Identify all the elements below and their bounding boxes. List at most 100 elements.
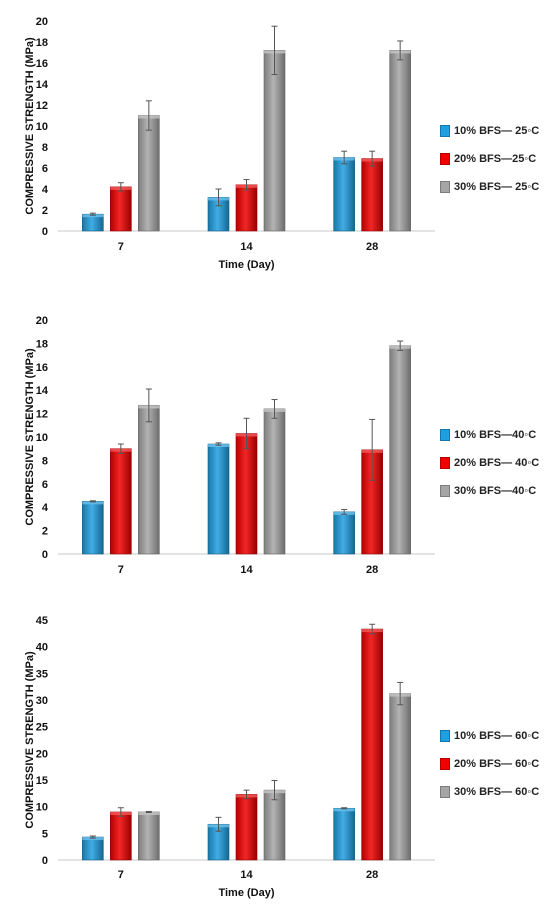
y-tick-label: 30: [36, 695, 48, 707]
y-tick-label: 10: [36, 121, 48, 133]
bar-chart-40c: 0 2 4 6 8 10 12 14 16 18 20 COMPRESSIVE STRENGTH (M…: [24, 315, 435, 576]
bar: [389, 693, 411, 861]
y-tick-label: 20: [36, 16, 48, 28]
legend-label: 20% BFS—25◦C: [454, 153, 537, 165]
legend-swatch-20pct: [440, 758, 450, 770]
bar: [263, 789, 286, 861]
y-tick-label: 10: [36, 432, 48, 444]
y-tick-label: 2: [42, 526, 48, 538]
bar: [138, 405, 160, 555]
legend-swatch-20pct: [440, 457, 450, 469]
y-tick-label: 4: [42, 184, 49, 196]
y-tick-label: 45: [36, 615, 48, 627]
bar: [82, 501, 104, 555]
bar: [389, 345, 411, 555]
legend-label: 30% BFS—40◦C: [454, 485, 537, 497]
legend-swatch-30pct: [440, 485, 450, 497]
y-axis-title: COMPRESSIVE STRENGTH (MPa): [24, 651, 36, 829]
y-tick-label: 15: [36, 775, 48, 787]
legend-item: 20% BFS— 60◦C: [440, 757, 539, 771]
y-tick-label: 10: [36, 802, 48, 814]
y-tick-label: 0: [42, 855, 48, 867]
x-tick-label: 14: [240, 869, 253, 881]
y-tick-label: 12: [36, 100, 48, 112]
x-tick-label: 14: [240, 241, 253, 253]
x-tick-label: 28: [366, 564, 378, 576]
legend-swatch-30pct: [440, 786, 450, 798]
y-tick-label: 16: [36, 58, 48, 70]
legend-40c: 10% BFS—40◦C 20% BFS— 40◦C 30% BFS—40◦C: [440, 428, 539, 512]
bar: [235, 184, 258, 232]
bar: [333, 807, 355, 861]
bar: [333, 511, 355, 555]
legend-swatch-30pct: [440, 181, 450, 193]
y-axis-title: COMPRESSIVE STRENGTH (MPa): [24, 348, 36, 526]
legend-item: 30% BFS—40◦C: [440, 484, 539, 498]
y-axis-title: COMPRESSIVE STRENGTH (MPa): [24, 37, 36, 215]
bar: [235, 433, 258, 555]
y-tick-label: 14: [36, 79, 49, 91]
legend-swatch-10pct: [440, 730, 450, 742]
bar: [263, 50, 286, 232]
x-tick-label: 14: [240, 564, 253, 576]
bar: [110, 186, 132, 232]
x-axis-title: Time (Day): [218, 887, 274, 899]
bar: [82, 836, 104, 861]
legend-item: 30% BFS— 25◦C: [440, 180, 539, 194]
y-tick-label: 8: [42, 142, 48, 154]
y-tick-label: 6: [42, 163, 48, 175]
legend-label: 30% BFS— 60◦C: [454, 786, 540, 798]
legend-swatch-10pct: [440, 125, 450, 137]
legend-item: 10% BFS— 25◦C: [440, 124, 539, 138]
legend-label: 10% BFS— 25◦C: [454, 125, 540, 137]
y-tick-label: 4: [42, 502, 49, 514]
legend-label: 10% BFS—40◦C: [454, 429, 537, 441]
legend-item: 30% BFS— 60◦C: [440, 785, 539, 799]
bar: [263, 408, 286, 555]
y-tick-label: 8: [42, 455, 48, 467]
x-axis-title: Time (Day): [218, 259, 274, 271]
chart-panel-40c: 0 2 4 6 8 10 12 14 16 18 20 COMPRESSIVE STRENGTH (M…: [0, 305, 550, 585]
legend-swatch-10pct: [440, 429, 450, 441]
bar: [110, 811, 132, 861]
legend-item: 10% BFS— 60◦C: [440, 729, 539, 743]
bar-cap: [333, 808, 355, 812]
y-tick-label: 0: [42, 226, 48, 238]
legend-label: 10% BFS— 60◦C: [454, 730, 540, 742]
legend-item: 20% BFS— 40◦C: [440, 456, 539, 470]
bar: [110, 448, 132, 555]
legend-label: 30% BFS— 25◦C: [454, 181, 540, 193]
y-tick-label: 20: [36, 748, 48, 760]
x-tick-label: 7: [118, 869, 124, 881]
y-tick-label: 18: [36, 338, 48, 350]
y-tick-label: 14: [36, 385, 49, 397]
bar: [389, 50, 411, 232]
bar: [361, 628, 383, 861]
legend-item: 20% BFS—25◦C: [440, 152, 539, 166]
legend-label: 20% BFS— 40◦C: [454, 457, 540, 469]
legend-label: 20% BFS— 60◦C: [454, 758, 540, 770]
bar-chart-60c: 0 5 10 15 20 25 30 35 40 45 COMPRESSIVE STRENGTH (…: [24, 615, 435, 899]
y-tick-label: 20: [36, 315, 48, 327]
bar-cap: [82, 501, 104, 505]
chart-panel-25c: 0 2 4 6 8 10 12 14 16 18 20 COMPRESSIVE STRENGTH (M…: [0, 0, 550, 290]
legend-60c: 10% BFS— 60◦C 20% BFS— 60◦C 30% BFS— 60◦…: [440, 729, 539, 813]
y-tick-label: 16: [36, 362, 48, 374]
y-tick-label: 2: [42, 205, 48, 217]
x-tick-label: 28: [366, 869, 378, 881]
y-tick-label: 25: [36, 722, 48, 734]
legend-25c: 10% BFS— 25◦C 20% BFS—25◦C 30% BFS— 25◦C: [440, 124, 539, 208]
y-tick-label: 35: [36, 668, 48, 680]
legend-swatch-20pct: [440, 153, 450, 165]
bar: [138, 115, 160, 232]
x-tick-label: 28: [366, 241, 378, 253]
y-tick-label: 6: [42, 479, 48, 491]
x-tick-label: 7: [118, 241, 124, 253]
y-tick-label: 12: [36, 409, 48, 421]
y-tick-label: 0: [42, 549, 48, 561]
y-tick-label: 5: [42, 828, 48, 840]
bar: [235, 794, 258, 861]
legend-item: 10% BFS—40◦C: [440, 428, 539, 442]
chart-panel-60c: 0 5 10 15 20 25 30 35 40 45 COMPRESSIVE STRENGTH (…: [0, 605, 550, 904]
